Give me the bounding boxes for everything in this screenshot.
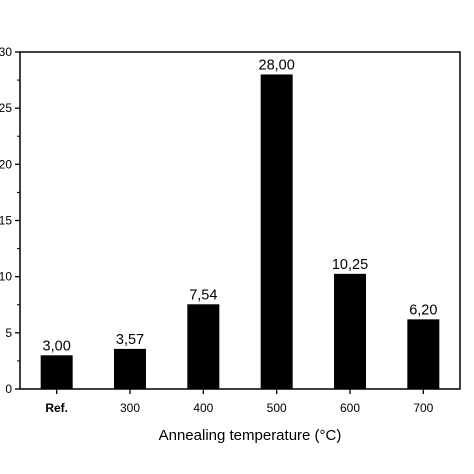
- bar: [260, 74, 293, 389]
- bar-value-label: 6,20: [409, 302, 437, 318]
- y-tick-label: 5: [5, 326, 12, 340]
- x-tick-label: 500: [267, 401, 287, 415]
- x-axis-ticks: Ref. 300 400 500 600 700: [45, 389, 434, 415]
- bar-value-label: 7,54: [189, 287, 217, 303]
- bar: [334, 273, 366, 389]
- bar: [407, 319, 440, 389]
- y-tick-label: 25: [0, 101, 12, 115]
- x-tick-label: 400: [193, 401, 213, 415]
- x-tick-label: Ref.: [45, 401, 68, 415]
- bar: [187, 304, 220, 389]
- y-tick-label: 0: [5, 382, 12, 396]
- bar: [114, 348, 146, 389]
- bar-value-label: 3,00: [43, 338, 71, 354]
- y-tick-label: 10: [0, 270, 12, 284]
- bar: [40, 355, 73, 389]
- y-tick-label: 15: [0, 214, 12, 228]
- x-tick-label: 700: [413, 401, 433, 415]
- bar-value-label: 10,25: [332, 257, 368, 273]
- x-tick-label: 600: [340, 401, 360, 415]
- y-tick-label: 30: [0, 45, 12, 59]
- x-tick-label: 300: [120, 401, 140, 415]
- bar-value-label: 3,57: [116, 332, 144, 348]
- bar-value-label: 28,00: [259, 57, 295, 73]
- value-labels: 3,00 3,57 7,54 28,00 10,25 6,20: [43, 57, 438, 354]
- y-tick-label: 20: [0, 157, 12, 171]
- x-axis-title: Annealing temperature (°C): [159, 427, 342, 444]
- bars: [40, 74, 440, 389]
- y-axis-ticks: 0 5 10 15 20 25 30: [0, 45, 20, 396]
- plot-frame: [19, 51, 461, 390]
